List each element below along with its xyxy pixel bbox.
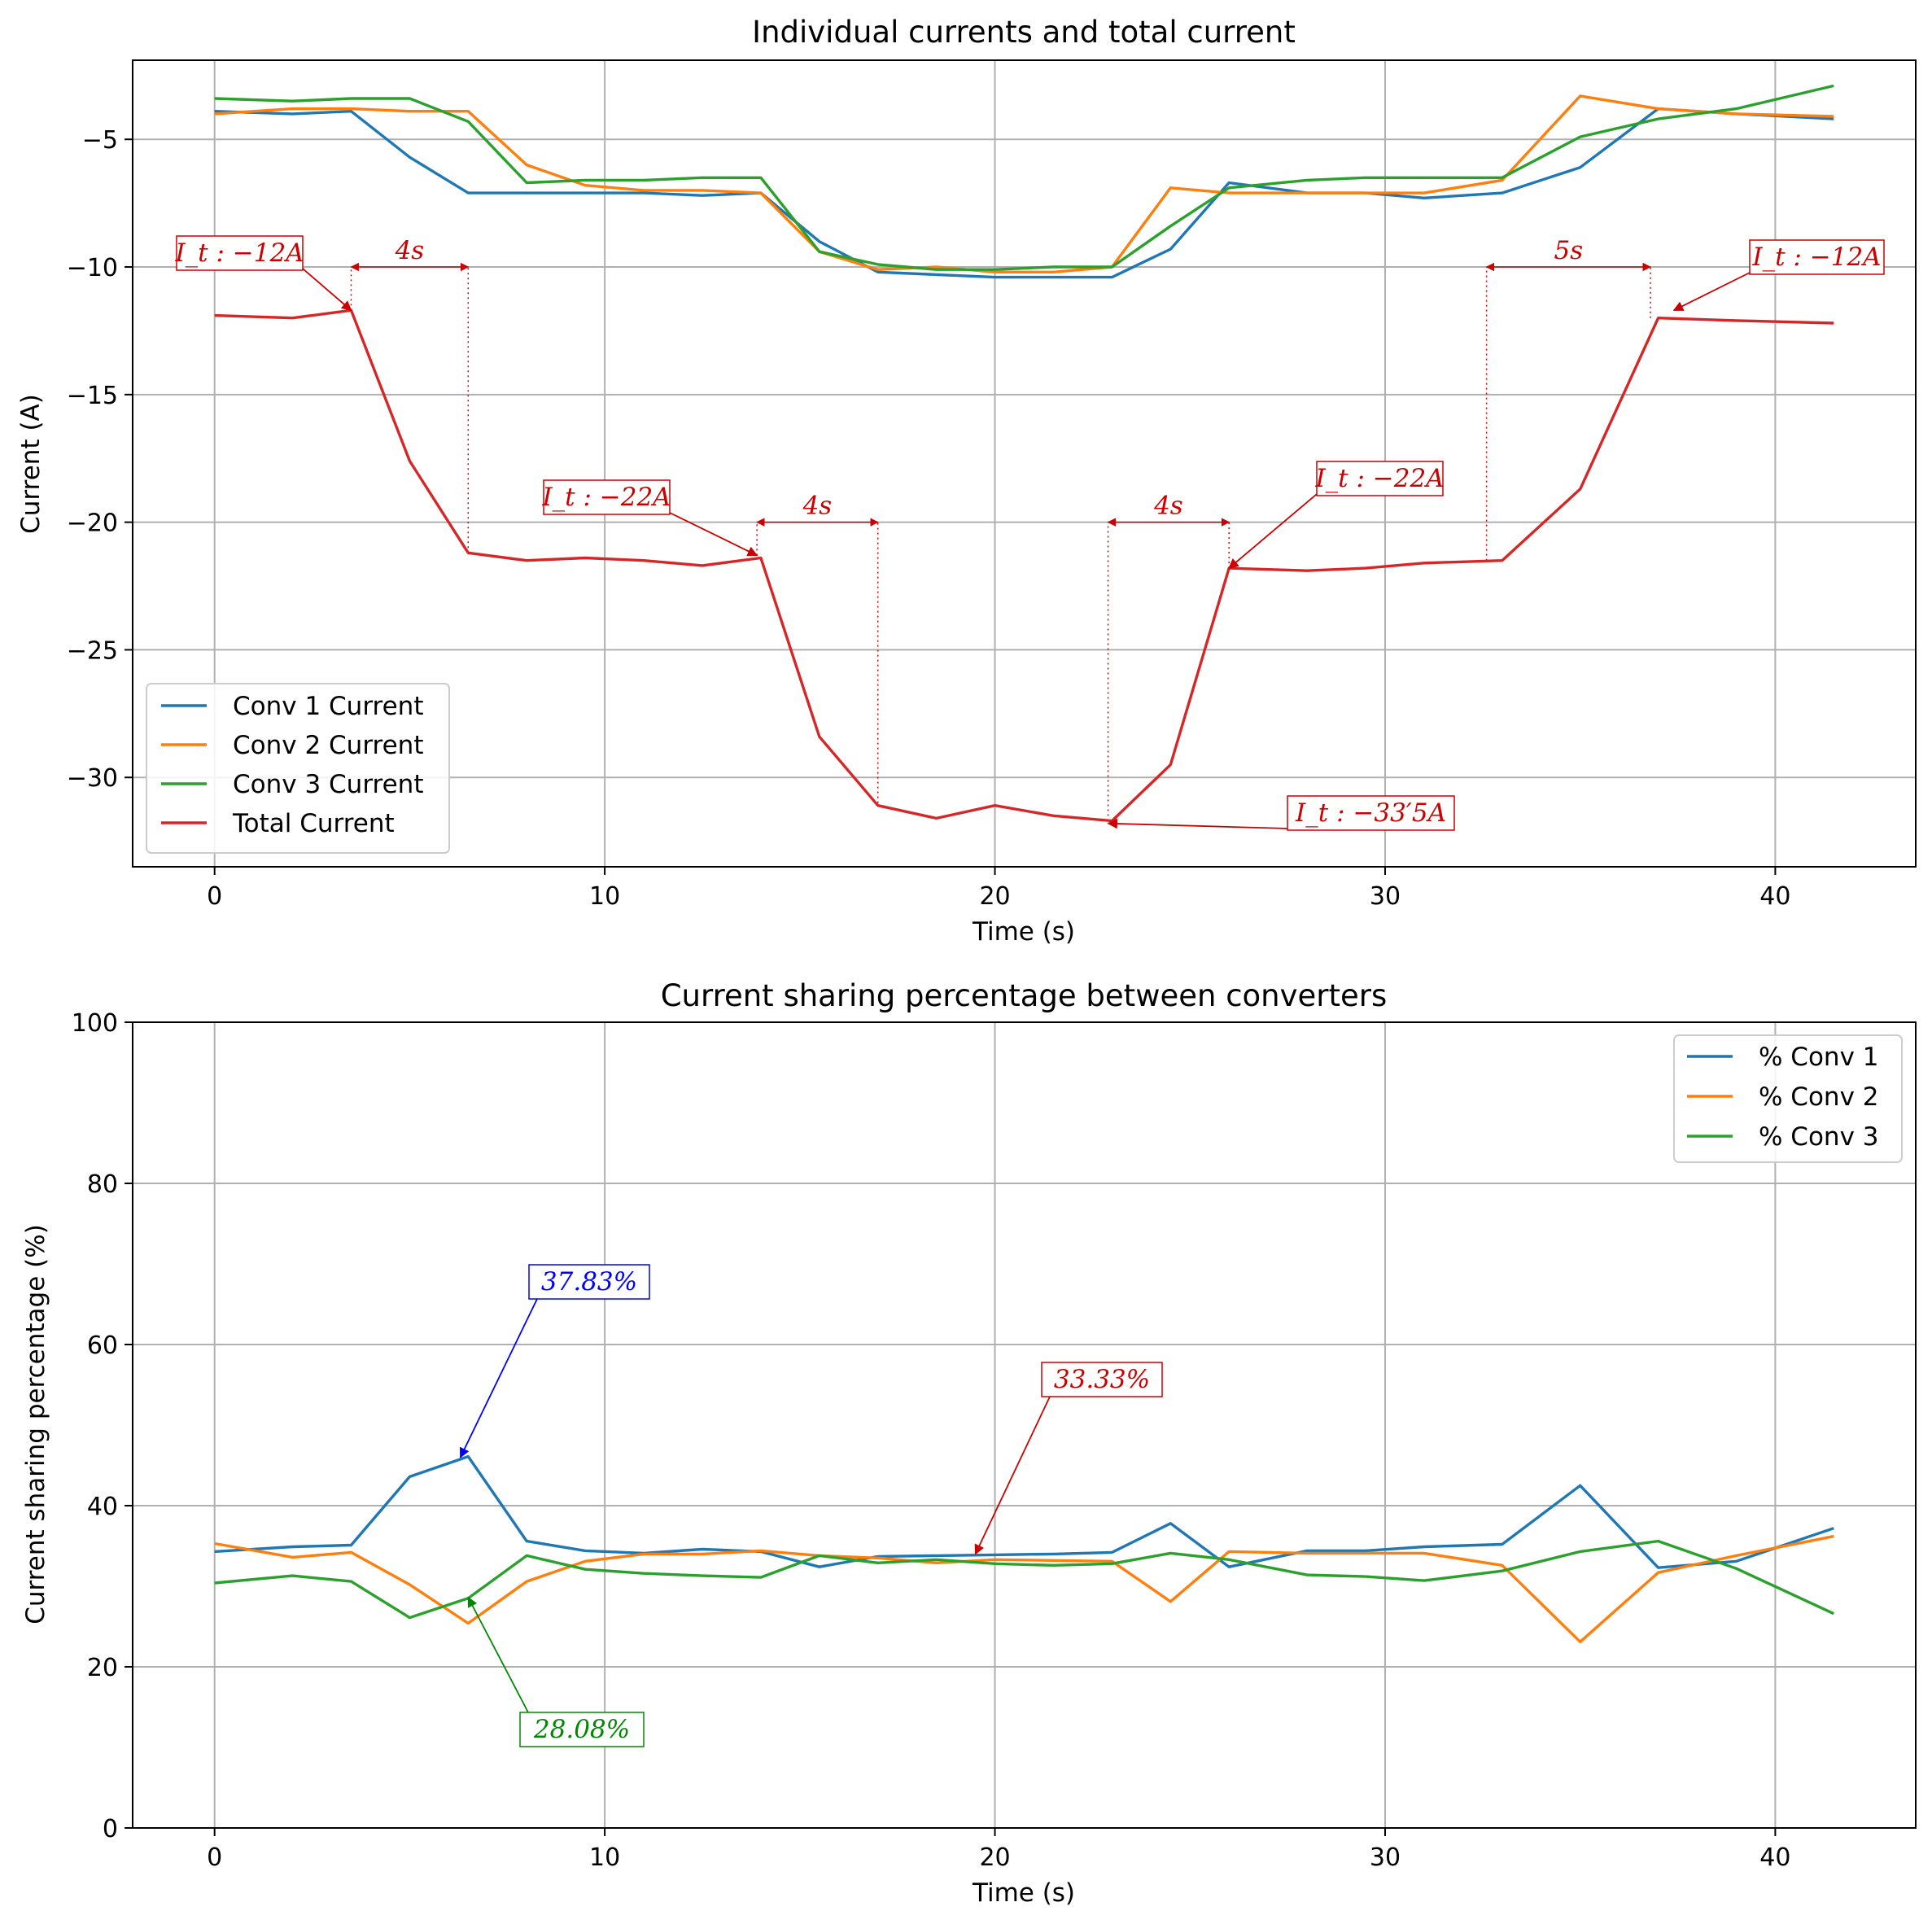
x-tick-label: 0 <box>207 882 222 911</box>
interval-label: 4s <box>395 236 425 265</box>
chart1-title: Individual currents and total current <box>752 15 1296 50</box>
series-line-conv-2-current <box>214 94 1834 273</box>
annotation-label: I_t : −12A <box>174 238 304 268</box>
chart2-plot-frame <box>132 1021 1917 1829</box>
chart2-grid <box>133 1021 1916 1829</box>
chart-sharing: Current sharing percentage between conve… <box>21 978 1917 1908</box>
legend-entry: % Conv 1 <box>1759 1043 1879 1072</box>
series-line-total-current <box>214 308 1834 823</box>
chart2-legend: % Conv 1 % Conv 2 % Conv 3 <box>1673 1034 1903 1163</box>
chart2-annotations: 37.83% 33.33% 28.08% <box>459 1264 1163 1747</box>
chart1-intervals: 4s 4s 4s 5s <box>350 236 1652 821</box>
chart1-series <box>214 84 1834 823</box>
chart2-x-ticks: 0 10 20 30 40 <box>207 1828 1790 1872</box>
chart1-x-ticks: 0 10 20 30 40 <box>207 867 1790 911</box>
interval-label: 5s <box>1554 236 1583 265</box>
chart1-y-label: Current (A) <box>16 394 46 534</box>
annotation-arrow <box>302 268 352 312</box>
annotation-label: I_t : −22A <box>1314 464 1444 493</box>
annotation-label: I_t : −22A <box>541 483 671 512</box>
annotation-arrow <box>1672 272 1751 312</box>
series-line-conv-3-current <box>214 84 1834 271</box>
x-tick-label: 40 <box>1759 882 1790 911</box>
annotation-box <box>1041 1362 1163 1397</box>
legend-entry: Total Current <box>232 809 395 838</box>
annotation-label: I_t : −12A <box>1751 243 1881 272</box>
y-tick-label: −25 <box>67 636 118 665</box>
y-tick-label: −30 <box>67 764 118 793</box>
y-tick-label: 40 <box>87 1493 118 1521</box>
y-tick-label: −10 <box>67 254 118 282</box>
series-line--conv-1 <box>214 1454 1834 1569</box>
y-tick-label: −5 <box>82 126 118 155</box>
annotation-box <box>528 1264 650 1300</box>
x-tick-label: 30 <box>1370 882 1401 911</box>
annotation-label: 28.08% <box>533 1715 630 1744</box>
annotation-box <box>519 1712 645 1747</box>
series-line--conv-2 <box>214 1534 1834 1644</box>
chart1-x-label: Time (s) <box>972 917 1075 947</box>
chart2-x-label: Time (s) <box>972 1878 1075 1908</box>
x-tick-label: 10 <box>589 882 620 911</box>
annotation-box <box>1287 795 1455 831</box>
x-tick-label: 0 <box>207 1843 222 1872</box>
chart2-y-label: Current sharing percentage (%) <box>21 1224 50 1624</box>
legend-entry: Conv 3 Current <box>233 770 423 799</box>
annotation-box <box>543 479 671 515</box>
series-line-conv-1-current <box>214 107 1834 279</box>
interval-label: 4s <box>1153 492 1183 521</box>
chart-currents: Individual currents and total current 4s… <box>16 15 1917 947</box>
y-tick-label: −20 <box>67 509 118 538</box>
interval-label: 4s <box>802 492 833 521</box>
annotation-label: 33.33% <box>1054 1365 1150 1394</box>
annotation-label: I_t : −33′5A <box>1295 798 1446 828</box>
annotation-box <box>176 235 304 271</box>
x-tick-label: 10 <box>589 1843 620 1872</box>
y-tick-label: 100 <box>72 1009 118 1038</box>
chart1-annotations: I_t : −12A I_t : −22A I_t : −22A I_t : −12A… <box>174 235 1885 831</box>
chart1-legend: Conv 1 Current Conv 2 Current Conv 3 Curre… <box>146 683 450 854</box>
legend-entry: Conv 1 Current <box>233 692 423 721</box>
x-tick-label: 20 <box>979 882 1010 911</box>
annotation-arrow <box>459 1298 538 1458</box>
chart2-title: Current sharing percentage between conve… <box>661 978 1388 1013</box>
annotation-arrow <box>467 1596 529 1713</box>
series-line--conv-3 <box>214 1539 1835 1620</box>
y-tick-label: 80 <box>87 1170 118 1199</box>
legend-entry: % Conv 2 <box>1759 1082 1879 1112</box>
annotation-arrow <box>1107 818 1288 829</box>
legend-entry: Conv 2 Current <box>233 731 423 760</box>
annotation-label: 37.83% <box>541 1267 637 1297</box>
chart1-y-ticks: −5 −10 −15 −20 −25 −30 <box>67 126 133 793</box>
annotation-box <box>1749 239 1885 275</box>
y-tick-label: −15 <box>67 382 118 410</box>
x-tick-label: 30 <box>1370 1843 1401 1872</box>
chart1-plot-frame <box>132 59 1917 868</box>
legend-entry: % Conv 3 <box>1759 1122 1879 1152</box>
x-tick-label: 40 <box>1759 1843 1790 1872</box>
x-tick-label: 20 <box>979 1843 1010 1872</box>
annotation-arrow <box>669 512 758 557</box>
chart2-y-ticks: 0 20 40 60 80 100 <box>72 1009 133 1843</box>
annotation-arrow <box>974 1396 1051 1555</box>
annotation-box <box>1316 461 1444 496</box>
y-tick-label: 0 <box>103 1815 118 1843</box>
y-tick-label: 20 <box>87 1654 118 1682</box>
chart2-series <box>214 1454 1835 1644</box>
annotation-arrow <box>1228 493 1318 569</box>
y-tick-label: 60 <box>87 1331 118 1360</box>
